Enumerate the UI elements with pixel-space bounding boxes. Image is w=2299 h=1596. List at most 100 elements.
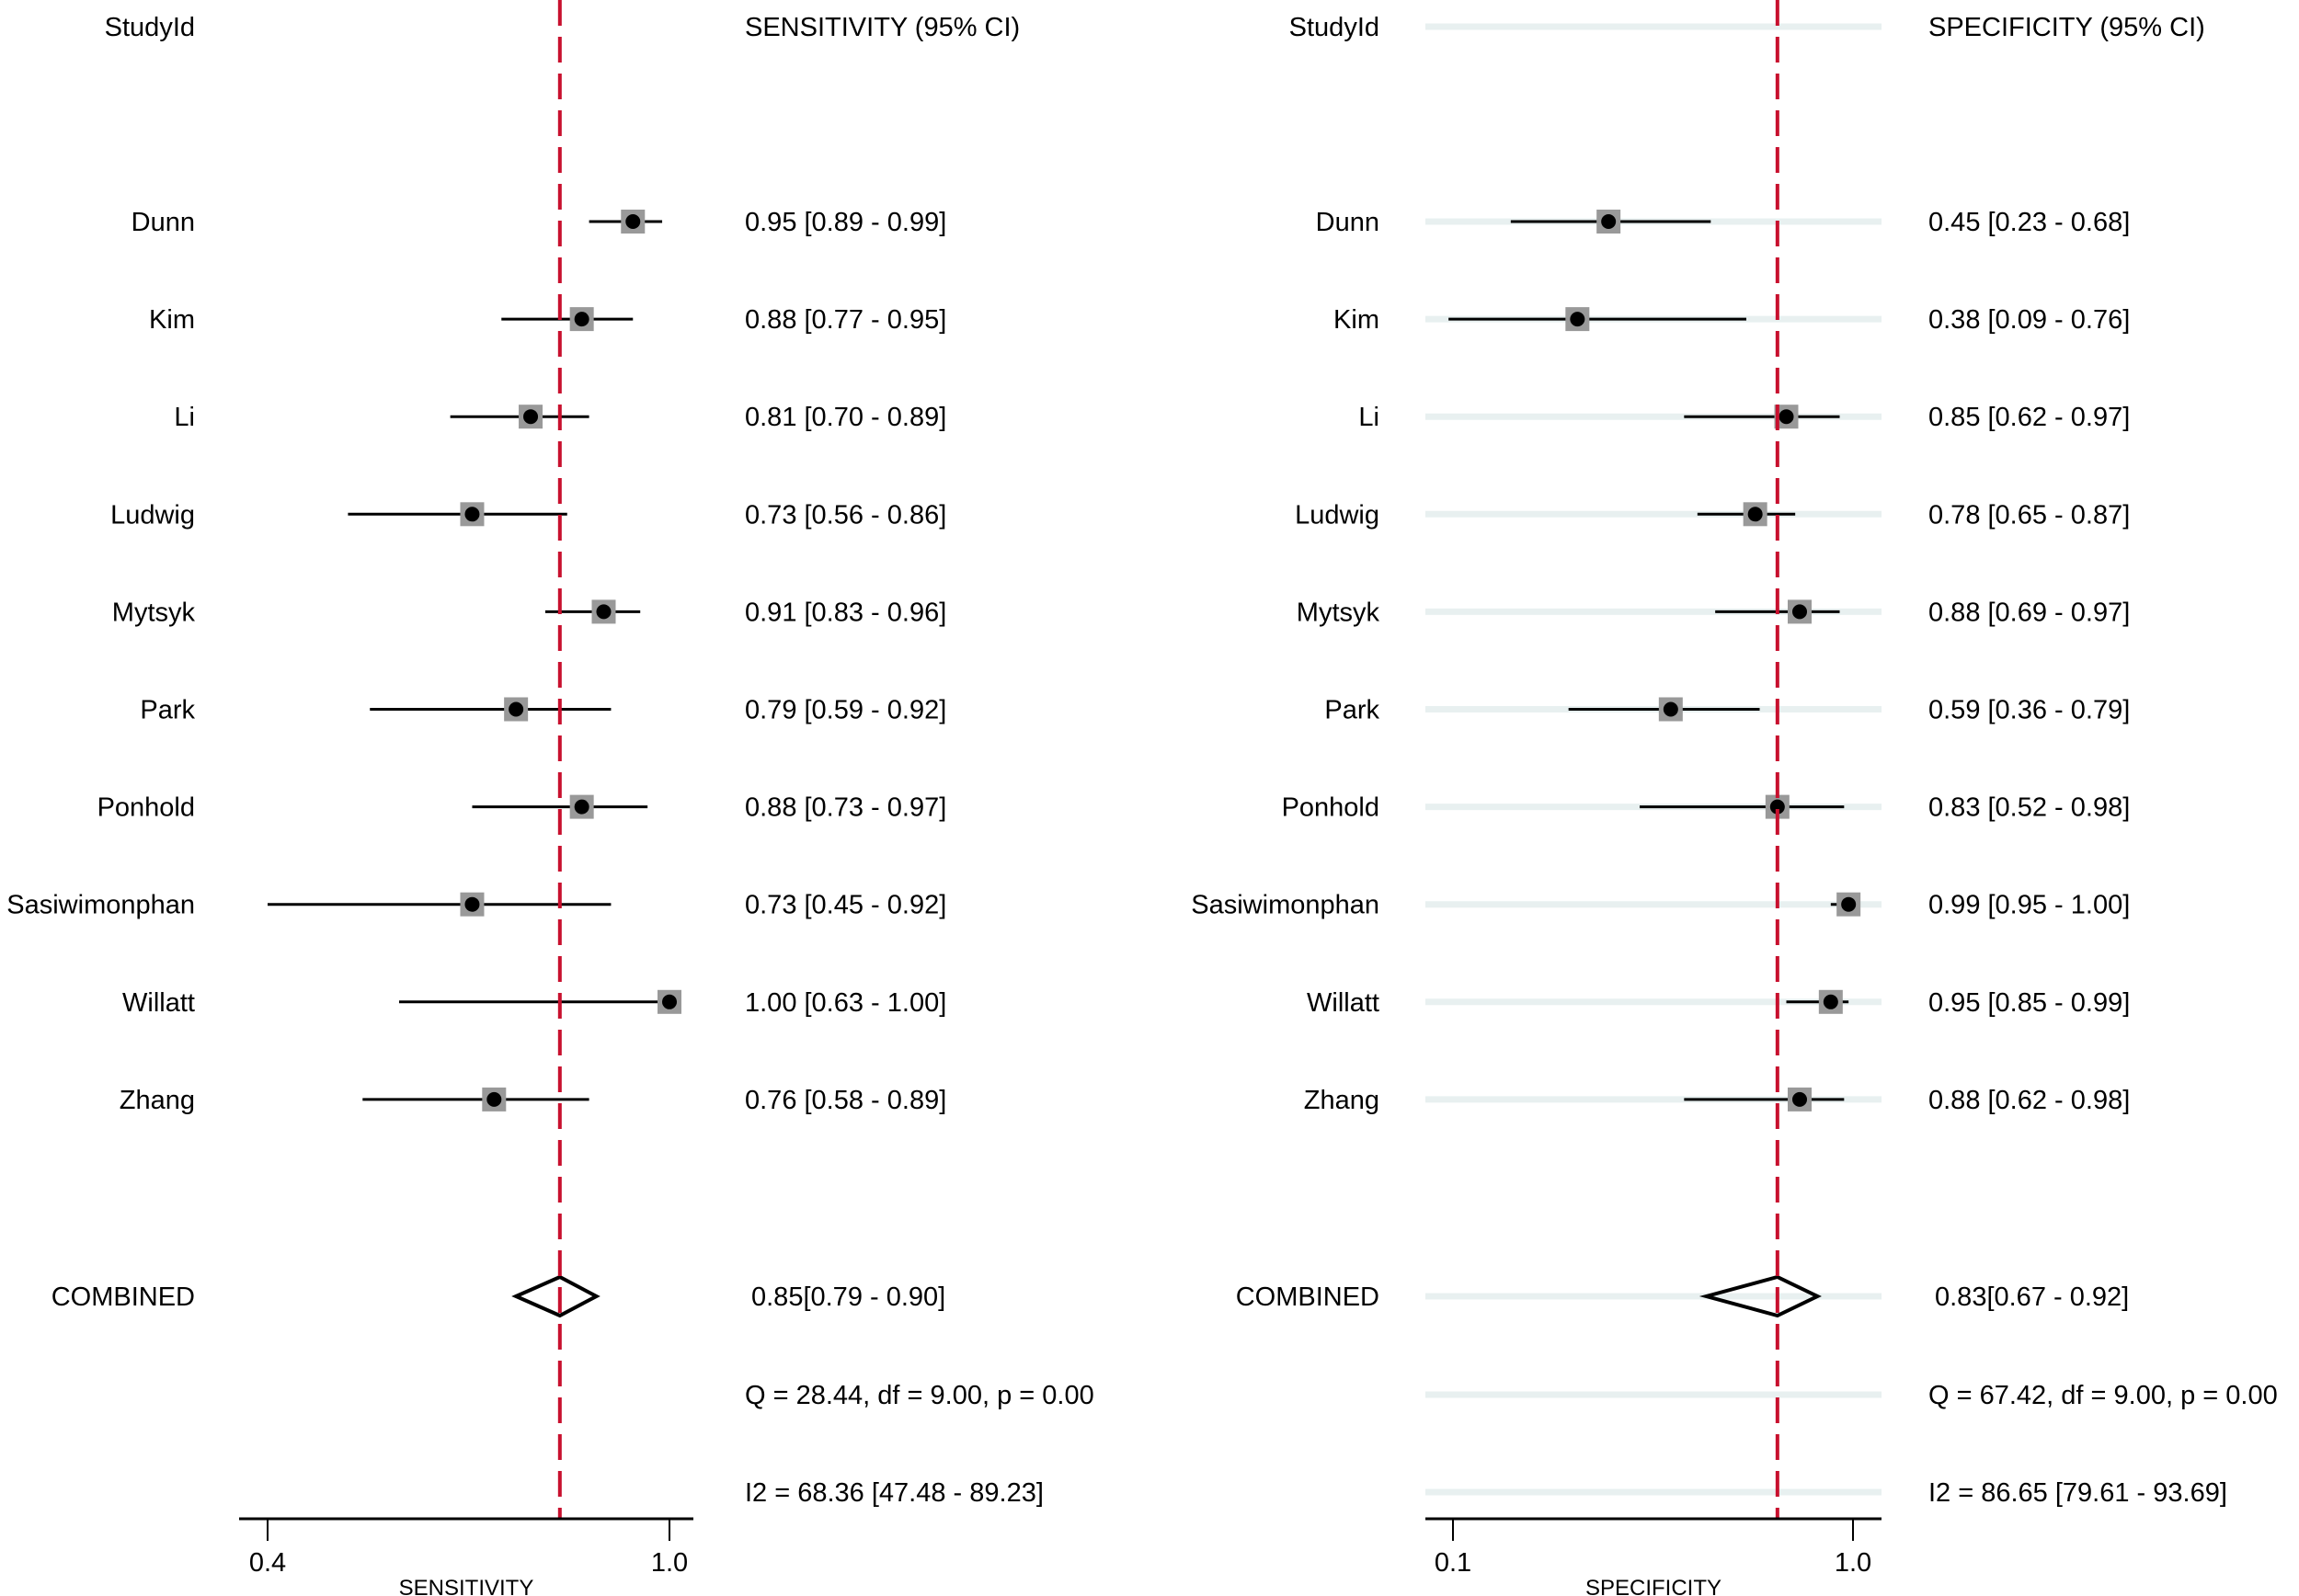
combined-diamond — [1699, 1274, 1822, 1318]
study-name: Sasiwimonphan — [1191, 891, 1379, 920]
study-name: Dunn — [1316, 208, 1379, 237]
point-estimate — [574, 799, 589, 815]
study-value-label: 0.88 [0.62 - 0.98] — [1928, 1086, 2130, 1115]
point-estimate — [1747, 507, 1763, 522]
study-row: Mytsyk 0.91 [0.83 - 0.96] — [112, 598, 947, 627]
x-axis-title: SPECIFICITY — [1585, 1576, 1721, 1596]
point-estimate — [509, 701, 524, 717]
point-estimate — [464, 896, 480, 912]
study-row: Mytsyk 0.88 [0.69 - 0.97] — [1297, 598, 2131, 627]
study-name: Ludwig — [110, 500, 195, 530]
point-estimate — [1769, 799, 1785, 815]
study-name: Zhang — [1304, 1086, 1379, 1115]
study-row: Ponhold 0.88 [0.73 - 0.97] — [97, 793, 947, 823]
study-name: Mytsyk — [112, 598, 196, 627]
study-value-label: 0.78 [0.65 - 0.87] — [1928, 500, 2130, 530]
study-name: Kim — [1333, 305, 1379, 335]
study-row: Sasiwimonphan 0.73 [0.45 - 0.92] — [6, 891, 946, 920]
study-row: Willatt 0.95 [0.85 - 0.99] — [1307, 988, 2130, 1018]
study-row: Kim 0.88 [0.77 - 0.95] — [149, 305, 946, 335]
study-name: Ludwig — [1295, 500, 1379, 530]
study-row: Park 0.79 [0.59 - 0.92] — [140, 696, 946, 725]
study-row: Ponhold 0.83 [0.52 - 0.98] — [1282, 793, 2131, 823]
specificity-panel: StudyId SPECIFICITY (95% CI) Dunn 0.45 [0.2… — [1191, 0, 2278, 1596]
point-estimate — [523, 409, 539, 425]
x-tick-label: 1.0 — [651, 1548, 688, 1578]
combined-value-label: 0.83[0.67 - 0.92] — [1935, 1282, 2129, 1312]
i2-statistic: I2 = 86.65 [79.61 - 93.69] — [1928, 1478, 2227, 1508]
study-value-label: 0.83 [0.52 - 0.98] — [1928, 793, 2130, 823]
study-row: Sasiwimonphan 0.99 [0.95 - 1.00] — [1191, 891, 2130, 920]
x-tick-label: 0.1 — [1435, 1548, 1471, 1578]
study-value-label: 0.95 [0.89 - 0.99] — [745, 208, 946, 237]
point-estimate — [1601, 214, 1617, 229]
study-value-label: 0.88 [0.73 - 0.97] — [745, 793, 946, 823]
study-name: Li — [174, 403, 195, 432]
study-row: Dunn 0.45 [0.23 - 0.68] — [1316, 208, 2131, 237]
study-row: Willatt 1.00 [0.63 - 1.00] — [122, 988, 946, 1018]
study-name: Dunn — [132, 208, 195, 237]
study-value-label: 0.85 [0.62 - 0.97] — [1928, 403, 2130, 432]
sensitivity-panel: StudyId SENSITIVITY (95% CI) Dunn 0.95 [0.8… — [6, 0, 1094, 1596]
study-value-label: 0.45 [0.23 - 0.68] — [1928, 208, 2130, 237]
study-row: Li 0.81 [0.70 - 0.89] — [174, 403, 946, 432]
x-tick-label: 1.0 — [1835, 1548, 1871, 1578]
study-name: Willatt — [122, 988, 195, 1018]
q-statistic: Q = 67.42, df = 9.00, p = 0.00 — [1928, 1381, 2278, 1410]
study-name: Li — [1358, 403, 1379, 432]
header-study-id: StudyId — [1289, 13, 1379, 42]
point-estimate — [662, 994, 677, 1009]
study-name: Ponhold — [97, 793, 195, 823]
point-estimate — [1779, 409, 1794, 425]
combined-diamond — [511, 1274, 600, 1318]
study-row: Park 0.59 [0.36 - 0.79] — [1324, 696, 2130, 725]
header-value: SENSITIVITY (95% CI) — [745, 13, 1020, 42]
study-value-label: 0.73 [0.45 - 0.92] — [745, 891, 946, 920]
study-name: Zhang — [120, 1086, 195, 1115]
point-estimate — [625, 214, 641, 229]
study-name: Sasiwimonphan — [6, 891, 195, 920]
point-estimate — [1841, 896, 1857, 912]
point-estimate — [596, 604, 612, 620]
point-estimate — [1663, 701, 1678, 717]
point-estimate — [1792, 1091, 1807, 1107]
study-name: Willatt — [1307, 988, 1379, 1018]
study-row: Ludwig 0.73 [0.56 - 0.86] — [110, 500, 946, 530]
study-row: Li 0.85 [0.62 - 0.97] — [1358, 403, 2130, 432]
header-study-id: StudyId — [105, 13, 195, 42]
point-estimate — [464, 507, 480, 522]
study-value-label: 0.99 [0.95 - 1.00] — [1928, 891, 2130, 920]
study-name: Mytsyk — [1297, 598, 1380, 627]
point-estimate — [1823, 994, 1838, 1009]
study-value-label: 0.76 [0.58 - 0.89] — [745, 1086, 946, 1115]
study-value-label: 0.88 [0.77 - 0.95] — [745, 305, 946, 335]
study-value-label: 0.95 [0.85 - 0.99] — [1928, 988, 2130, 1018]
point-estimate — [1792, 604, 1807, 620]
study-name: Kim — [149, 305, 195, 335]
study-row: Dunn 0.95 [0.89 - 0.99] — [132, 208, 947, 237]
study-value-label: 1.00 [0.63 - 1.00] — [745, 988, 946, 1018]
x-tick-label: 0.4 — [249, 1548, 286, 1578]
study-row: Ludwig 0.78 [0.65 - 0.87] — [1295, 500, 2130, 530]
study-row: Kim 0.38 [0.09 - 0.76] — [1333, 305, 2130, 335]
study-value-label: 0.81 [0.70 - 0.89] — [745, 403, 946, 432]
point-estimate — [486, 1091, 502, 1107]
study-value-label: 0.88 [0.69 - 0.97] — [1928, 598, 2130, 627]
study-value-label: 0.79 [0.59 - 0.92] — [745, 696, 946, 725]
combined-label: COMBINED — [1236, 1282, 1379, 1312]
combined-value-label: 0.85[0.79 - 0.90] — [751, 1282, 945, 1312]
study-row: Zhang 0.76 [0.58 - 0.89] — [120, 1086, 947, 1115]
study-row: Zhang 0.88 [0.62 - 0.98] — [1304, 1086, 2131, 1115]
q-statistic: Q = 28.44, df = 9.00, p = 0.00 — [745, 1381, 1094, 1410]
study-value-label: 0.38 [0.09 - 0.76] — [1928, 305, 2130, 335]
study-value-label: 0.73 [0.56 - 0.86] — [745, 500, 946, 530]
study-name: Park — [140, 696, 195, 725]
study-value-label: 0.59 [0.36 - 0.79] — [1928, 696, 2130, 725]
x-axis-title: SENSITIVITY — [399, 1576, 534, 1596]
point-estimate — [574, 312, 589, 327]
study-name: Park — [1324, 696, 1379, 725]
study-value-label: 0.91 [0.83 - 0.96] — [745, 598, 946, 627]
combined-label: COMBINED — [51, 1282, 195, 1312]
study-name: Ponhold — [1282, 793, 1379, 823]
